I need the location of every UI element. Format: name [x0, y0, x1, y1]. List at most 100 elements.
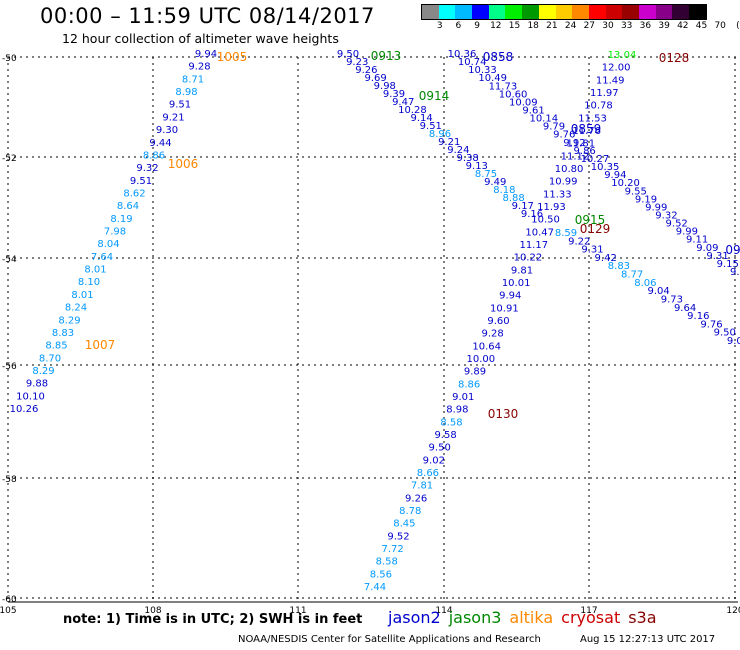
swh-value: 7.81 [411, 481, 433, 492]
swh-value: 10.35 [591, 162, 620, 173]
swh-value: 9.50 [714, 328, 736, 339]
swh-value: 8.62 [123, 188, 145, 199]
color-scale-tick: 70 [714, 21, 726, 31]
swh-value: 9.17 [512, 201, 534, 212]
swh-value: 9.79 [543, 122, 565, 133]
color-scale-tick: 3 [436, 21, 443, 31]
satellite-legend: jason2 jason3 altika cryosat s3a [388, 608, 665, 627]
color-swatch [689, 5, 706, 19]
color-scale-tick: 30 [602, 21, 614, 31]
swh-value: 9.50 [429, 443, 451, 454]
swh-value: 12.00 [602, 63, 631, 74]
swh-value: 9.99 [645, 202, 667, 213]
pass-time-label: 1005 [217, 50, 248, 64]
swh-value: 9.24 [447, 145, 469, 156]
swh-value: 8.18 [493, 185, 515, 196]
color-scale-tick: 18 [527, 21, 539, 31]
swh-value: 9.02 [423, 455, 445, 466]
swh-value: 8.98 [175, 87, 197, 98]
swh-value: 10.50 [531, 215, 560, 226]
swh-value: 8.45 [393, 519, 415, 530]
swh-value: 9.76 [553, 130, 575, 141]
swh-value: 8.86 [143, 150, 165, 161]
swh-value: 9.23 [346, 57, 368, 68]
swh-value: 9.73 [661, 294, 683, 305]
swh-value: 9.98 [374, 81, 396, 92]
swh-value: 8.88 [502, 193, 524, 204]
lon-label: 114 [435, 606, 452, 616]
swh-value: 7.98 [104, 227, 126, 238]
color-swatch [505, 5, 523, 19]
satellite-legend-item: altika [509, 608, 554, 627]
color-swatch [622, 5, 639, 19]
swh-value: 9.09 [696, 243, 718, 254]
swh-value: 9.52 [666, 219, 688, 230]
pass-time-label: 0914 [419, 89, 450, 103]
swh-value: 8.70 [39, 353, 61, 364]
swh-value: 9.16 [521, 209, 543, 220]
satellite-legend-item: jason2 [388, 608, 441, 627]
color-scale-tick: 27 [583, 21, 596, 31]
swh-value: 9.15 [717, 259, 739, 270]
swh-value: 9.31 [706, 251, 728, 262]
swh-value: 8.06 [634, 278, 656, 289]
swh-value: 8.75 [475, 169, 497, 180]
swh-value: 8.10 [78, 277, 100, 288]
swh-value: 7.44 [364, 582, 386, 593]
swh-value: 9.47 [392, 97, 414, 108]
swh-value: 9.21 [162, 112, 184, 123]
swh-value: 9.08 [727, 336, 740, 347]
swh-value: 10.20 [611, 178, 640, 189]
lon-label: 105 [0, 606, 17, 616]
swh-value: 8.58 [440, 417, 462, 428]
swh-value: 9.61 [522, 106, 544, 117]
swh-value: 7.72 [382, 544, 404, 555]
swh-value: 10.28 [398, 105, 427, 116]
color-scale-tick: 12 [490, 21, 502, 31]
swh-value: 9.32 [136, 163, 158, 174]
color-swatch [422, 5, 439, 19]
pass-time-label: 1006 [168, 157, 199, 171]
credit-text: NOAA/NESDIS Center for Satellite Applica… [238, 634, 541, 645]
swh-value: 9.88 [26, 379, 48, 390]
swh-value: 11.73 [489, 81, 518, 92]
swh-value: 11.17 [519, 240, 548, 251]
lon-label: 120 [726, 606, 740, 616]
color-scale-tick: (ft) [736, 21, 740, 31]
swh-value: 9.51 [169, 100, 191, 111]
color-swatch [605, 5, 623, 19]
lat-label: -60 [2, 595, 17, 605]
swh-value: 10.91 [490, 303, 519, 314]
satellite-legend-item: s3a [628, 608, 657, 627]
swh-value: 9.14 [410, 113, 432, 124]
swh-value: 8.24 [65, 303, 87, 314]
swh-value: 8.85 [45, 341, 67, 352]
pass-time-label: 0858 [483, 50, 514, 64]
swh-value: 9.01 [452, 392, 474, 403]
swh-value: 11.53 [578, 113, 607, 124]
color-scale-tick: 42 [677, 21, 689, 31]
generated-timestamp: Aug 15 12:27:13 UTC 2017 [580, 634, 716, 645]
swh-value: 10.60 [499, 89, 528, 100]
pass-time-label: 0913 [371, 49, 402, 63]
swh-value: 9.31 [581, 245, 603, 256]
color-scale-tick: 6 [455, 21, 462, 31]
pass-time-label: 1007 [85, 338, 116, 352]
swh-value: 9.94 [604, 170, 626, 181]
color-swatch [455, 5, 473, 19]
swh-value: 8.83 [608, 261, 630, 272]
swh-value: 13.04 [608, 50, 637, 61]
swh-value: 10.22 [514, 253, 543, 264]
swh-value: 10.26 [10, 404, 39, 415]
footer-note: note: 1) Time is in UTC; 2) SWH is in fe… [63, 612, 363, 627]
lon-label: 111 [289, 606, 306, 616]
satellite-legend-item: cryosat [561, 608, 621, 627]
pass-time-label: 0128 [659, 51, 690, 65]
swh-value: 9.60 [487, 316, 509, 327]
swh-value: 10.80 [555, 164, 584, 175]
lon-label: 108 [144, 606, 161, 616]
color-scale-tick: 45 [695, 21, 708, 31]
color-swatch [555, 5, 573, 19]
swh-value: 11.93 [537, 202, 566, 213]
swh-value: 9.0 [730, 267, 740, 278]
